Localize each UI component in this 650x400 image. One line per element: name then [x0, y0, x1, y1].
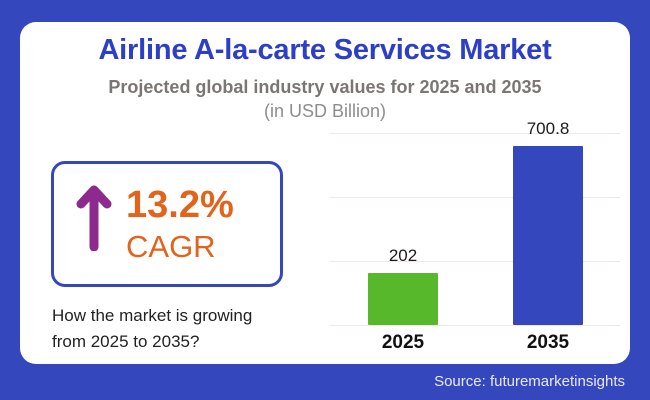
growth-up-arrow-icon	[76, 185, 112, 256]
question-caption: How the market is growing from 2025 to 2…	[52, 303, 252, 356]
bar-2025	[368, 273, 438, 325]
cagr-value: 13.2%	[126, 184, 234, 226]
cagr-label: CAGR	[126, 229, 216, 264]
x-axis-label-2035: 2035	[526, 332, 570, 353]
gridline-500	[330, 197, 620, 198]
content-card: Airline A-la-carte Services Market Proje…	[20, 22, 630, 364]
question-line-1: How the market is growing	[52, 306, 253, 325]
question-line-2: from 2025 to 2035?	[52, 332, 200, 352]
chart-subtitle: Projected global industry values for 202…	[108, 77, 542, 97]
bar-value-2025: 202	[388, 246, 418, 266]
source-attribution: Source: futuremarketinsights	[434, 373, 625, 390]
page-title: Airline A-la-carte Services Market	[98, 34, 552, 66]
unit-note: (in USD Billion)	[263, 101, 387, 121]
bar-chart: 202 700.8 2025 2035	[330, 119, 620, 353]
gridline-250	[330, 261, 620, 262]
header: Airline A-la-carte Services Market Proje…	[20, 22, 630, 122]
bar-value-2035: 700.8	[526, 118, 570, 138]
x-axis-label-2025: 2025	[381, 332, 425, 353]
gridline-baseline	[330, 325, 620, 326]
bar-2035	[513, 145, 583, 325]
cagr-callout-box: 13.2% CAGR	[51, 161, 283, 287]
gridline-750	[330, 133, 620, 134]
cagr-text: 13.2% CAGR	[126, 186, 234, 262]
